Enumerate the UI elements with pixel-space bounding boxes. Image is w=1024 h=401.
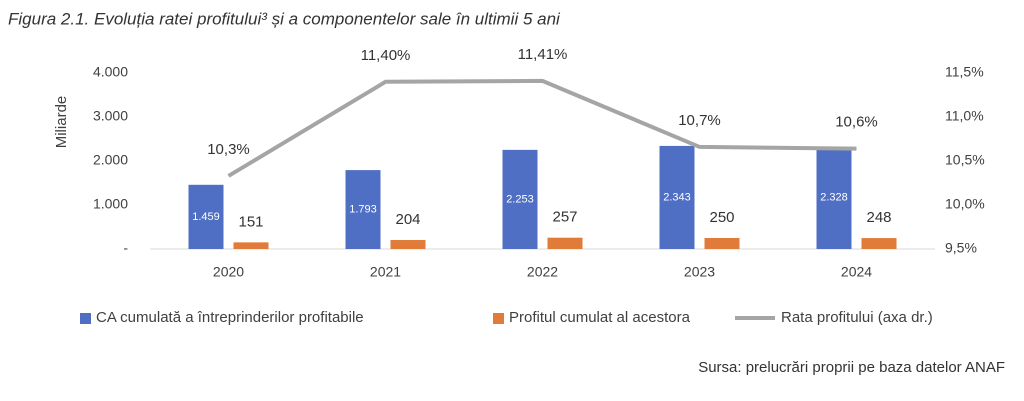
y-tick-label: 4.000 xyxy=(93,64,128,80)
y2-tick-label: 11,0% xyxy=(945,108,984,124)
x-tick-label: 2023 xyxy=(684,264,715,280)
bar xyxy=(390,240,426,249)
y2-tick-label: 9,5% xyxy=(945,240,977,256)
y2-tick-label: 11,5% xyxy=(945,64,984,80)
data-label: 11,41% xyxy=(518,46,568,63)
x-tick-label: 2021 xyxy=(370,264,401,280)
bar xyxy=(816,146,852,249)
y-axis-title: Miliarde xyxy=(53,96,70,149)
data-label: 151 xyxy=(238,213,263,230)
data-label: 250 xyxy=(709,209,734,226)
data-label: 10,3% xyxy=(207,141,250,158)
x-tick-label: 2024 xyxy=(841,264,872,280)
y2-tick-label: 10,0% xyxy=(945,196,985,212)
legend-label: Profitul cumulat al acestora xyxy=(509,309,691,326)
y-tick-label: 3.000 xyxy=(93,108,128,124)
x-tick-label: 2020 xyxy=(213,264,244,280)
bar xyxy=(502,149,538,249)
bar xyxy=(704,238,740,249)
data-label: 248 xyxy=(866,209,891,226)
legend-swatch xyxy=(80,313,91,324)
y-tick-label: 1.000 xyxy=(93,196,128,212)
legend-label: Rata profitului (axa dr.) xyxy=(781,309,933,326)
data-label: 11,40% xyxy=(361,47,411,64)
bar xyxy=(345,170,381,249)
chart-title: Figura 2.1. Evoluția ratei profitului³ ș… xyxy=(8,9,561,28)
y-tick-label: - xyxy=(123,240,128,256)
data-label: 204 xyxy=(395,211,420,228)
legend-label: CA cumulată a întreprinderilor profitabi… xyxy=(96,309,364,326)
data-label: 10,7% xyxy=(678,112,721,129)
bar xyxy=(188,184,224,249)
line xyxy=(227,78,857,178)
bar xyxy=(233,242,269,249)
data-label: 1.793 xyxy=(349,203,377,215)
data-label: 10,6% xyxy=(835,114,878,131)
data-label: 2.343 xyxy=(663,191,691,203)
data-label: 257 xyxy=(552,209,577,226)
x-tick-label: 2022 xyxy=(527,264,558,280)
bar xyxy=(861,238,897,249)
bar xyxy=(547,237,583,249)
data-label: 2.253 xyxy=(506,193,534,205)
bar xyxy=(659,145,695,249)
legend-swatch xyxy=(493,313,504,324)
y2-tick-label: 10,5% xyxy=(945,152,985,168)
source-note: Sursa: prelucrări proprii pe baza datelo… xyxy=(698,359,1005,376)
y-tick-label: 2.000 xyxy=(93,152,128,168)
data-label: 2.328 xyxy=(820,192,848,204)
data-label: 1.459 xyxy=(192,211,220,223)
